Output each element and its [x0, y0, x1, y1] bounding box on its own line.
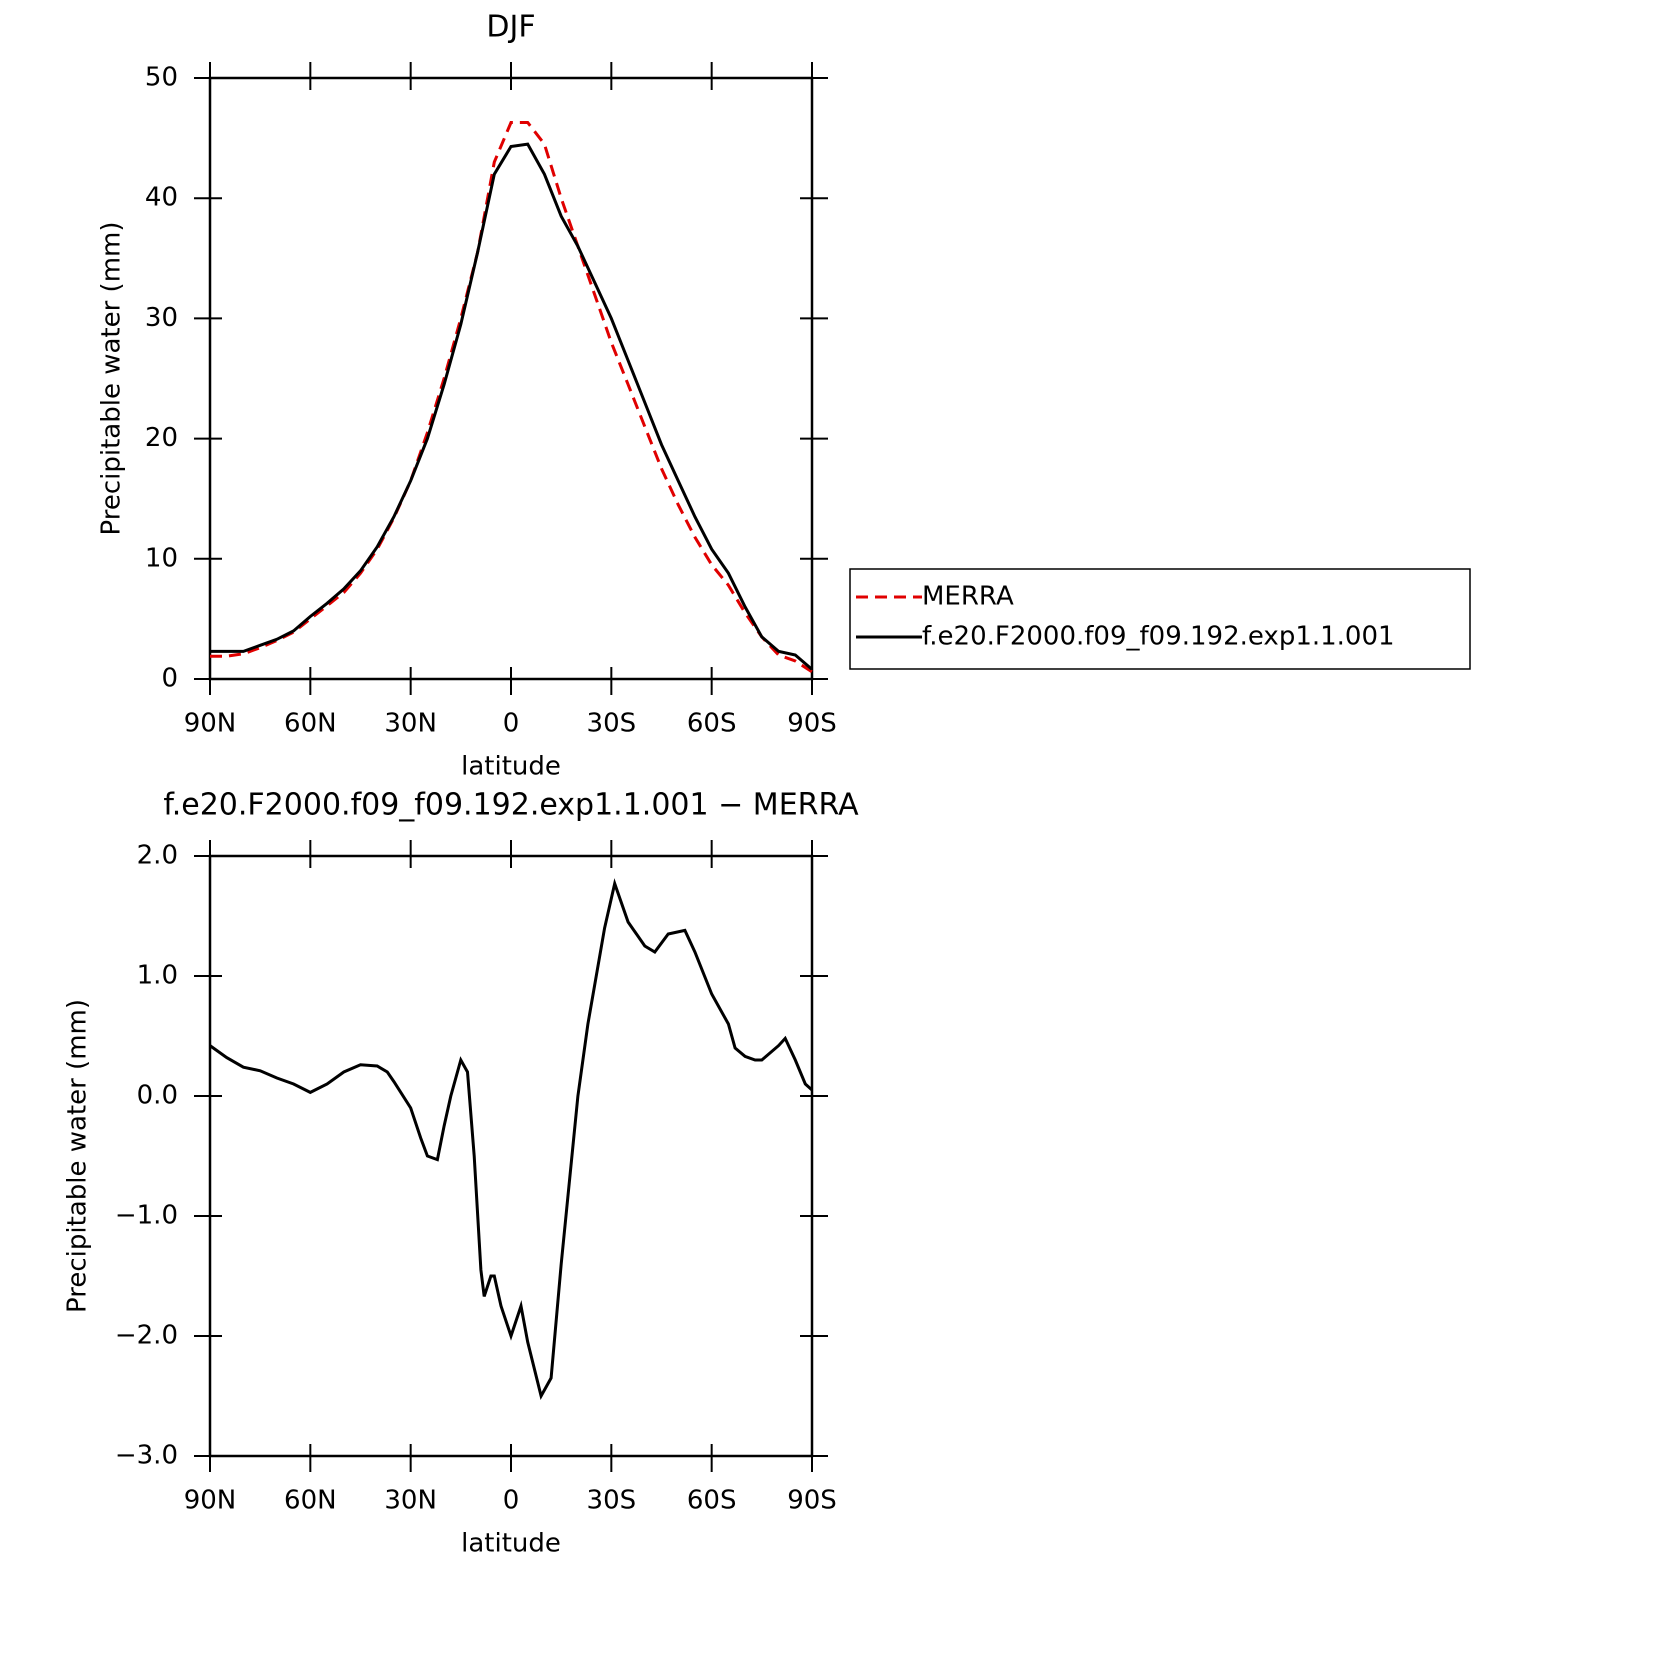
x-tick-label: 90N [184, 1486, 237, 1516]
x-axis-label: latitude [461, 752, 561, 782]
y-tick-label: 40 [145, 183, 178, 213]
x-tick-label: 90S [787, 1486, 837, 1516]
chart-title: f.e20.F2000.f09_f09.192.exp1.1.001 − MER… [163, 788, 859, 823]
x-tick-label: 0 [503, 709, 520, 739]
x-tick-label: 60S [687, 709, 737, 739]
y-tick-label: 2.0 [137, 841, 178, 871]
y-tick-label: −3.0 [115, 1441, 178, 1471]
data-line [210, 121, 813, 674]
legend-label: f.e20.F2000.f09_f09.192.exp1.1.001 [922, 622, 1395, 652]
y-tick-label: 10 [145, 543, 178, 573]
plot-frame [208, 76, 814, 681]
y-axis-label: Precipitable water (mm) [97, 222, 127, 536]
chart-title: DJF [486, 10, 535, 45]
x-tick-label: 60S [687, 1486, 737, 1516]
y-tick-label: 50 [145, 63, 178, 93]
y-tick-label: 30 [145, 303, 178, 333]
y-tick-label: 20 [145, 423, 178, 453]
x-tick-label: 60N [284, 1486, 337, 1516]
y-tick-label: −2.0 [115, 1321, 178, 1351]
x-tick-label: 30S [587, 1486, 637, 1516]
data-line [209, 878, 814, 1401]
y-tick-label: −1.0 [115, 1201, 178, 1231]
y-axis-label: Precipitable water (mm) [63, 999, 93, 1313]
x-tick-label: 30N [384, 709, 437, 739]
x-tick-label: 30N [384, 1486, 437, 1516]
x-tick-label: 90S [787, 709, 837, 739]
legend-label: MERRA [922, 582, 1014, 612]
y-tick-label: 0 [161, 664, 178, 694]
x-tick-label: 90N [184, 709, 237, 739]
plot-frame [208, 854, 814, 1458]
x-tick-label: 60N [284, 709, 337, 739]
legend-box [849, 568, 1471, 670]
x-tick-label: 0 [503, 1486, 520, 1516]
x-tick-label: 30S [587, 709, 637, 739]
y-tick-label: 1.0 [137, 961, 178, 991]
data-line [210, 142, 813, 671]
y-tick-label: 0.0 [137, 1081, 178, 1111]
x-axis-label: latitude [461, 1529, 561, 1559]
